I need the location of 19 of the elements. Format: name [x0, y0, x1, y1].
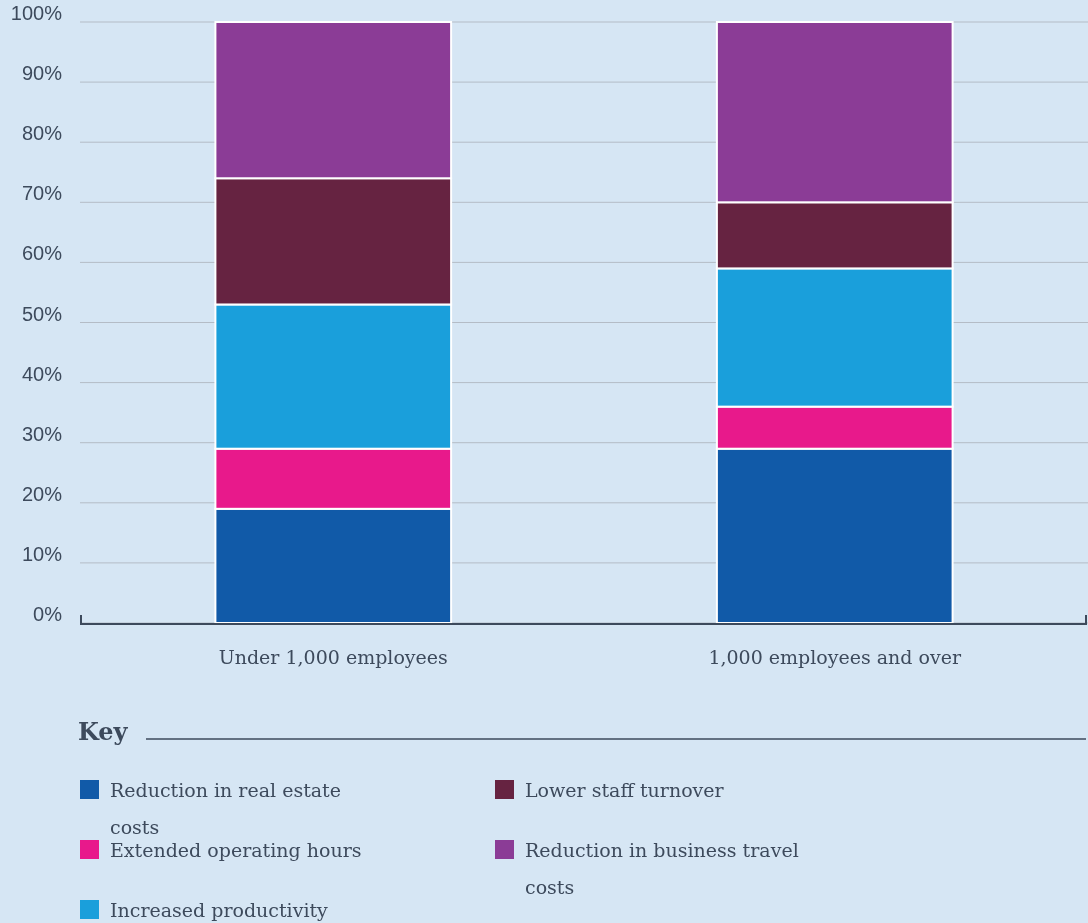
legend-label: Reduction in business travel costs: [525, 839, 799, 898]
y-tick-label: 50%: [21, 302, 63, 325]
x-tick-label: Under 1,000 employees: [218, 646, 448, 668]
y-tick-label: 90%: [21, 62, 63, 85]
y-tick-label: 100%: [10, 2, 63, 24]
legend-title: Key: [78, 717, 129, 746]
legend-label: Lower staff turnover: [525, 779, 725, 801]
y-tick-label: 20%: [21, 482, 63, 505]
legend-label: Reduction in real estate costs: [110, 779, 341, 838]
y-tick-label: 80%: [21, 122, 63, 145]
x-tick-label: 1,000 employees and over: [708, 646, 962, 668]
y-tick-label: 10%: [21, 542, 63, 565]
y-tick-label: 0%: [33, 603, 63, 625]
y-tick-label: 40%: [21, 362, 63, 385]
legend-label: Extended operating hours: [110, 839, 362, 861]
y-tick-label: 60%: [21, 242, 63, 265]
legend-label: Increased productivity: [110, 899, 329, 921]
y-tick-label: 30%: [21, 422, 63, 445]
y-tick-label: 70%: [21, 182, 63, 205]
